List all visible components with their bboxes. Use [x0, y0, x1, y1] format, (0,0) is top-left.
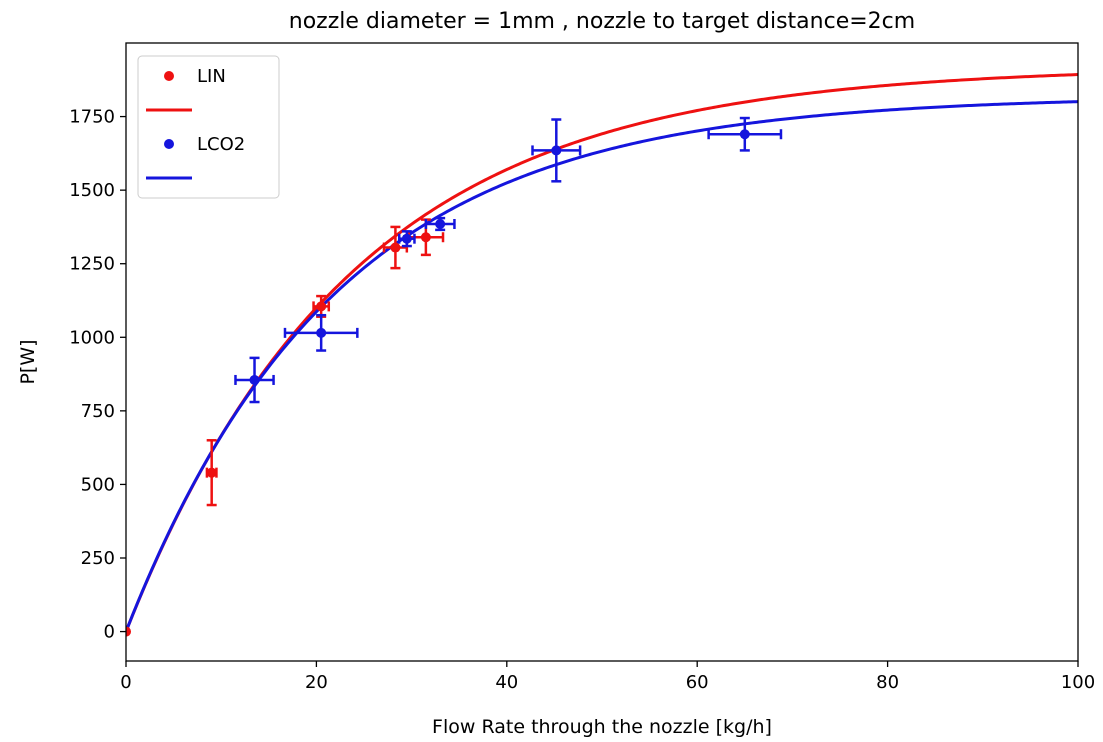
- legend-lco2-marker: [164, 139, 174, 149]
- fit-curve-lin: [126, 73, 1078, 633]
- y-tick-label: 1750: [69, 107, 115, 128]
- y-tick-label: 1500: [69, 180, 115, 201]
- x-tick-label: 60: [686, 672, 709, 693]
- y-axis-title: P[W]: [17, 339, 39, 384]
- data-point-lin-4: [382, 225, 409, 270]
- data-point-lco2-6: [707, 116, 783, 152]
- y-tick-label: 1250: [69, 254, 115, 275]
- data-marker-lco2: [435, 218, 446, 229]
- legend: LIN LCO2: [137, 55, 280, 199]
- x-axis-title: Flow Rate through the nozzle [kg/h]: [432, 716, 772, 738]
- data-point-lco2-2: [283, 313, 359, 352]
- x-tick-label: 0: [120, 672, 131, 693]
- plot-frame: [125, 42, 1079, 662]
- data-marker-lin: [316, 301, 327, 312]
- data-point-lin-3: [312, 294, 331, 318]
- x-tick-label: 100: [1061, 672, 1095, 693]
- legend-lin-label: LIN: [197, 66, 226, 87]
- data-marker-lin: [390, 242, 401, 253]
- y-tick-label: 750: [81, 401, 115, 422]
- data-marker-lco2: [316, 327, 327, 338]
- data-point-lco2-4: [424, 216, 456, 232]
- y-tick-label: 1000: [69, 327, 115, 348]
- data-marker-lin: [206, 467, 217, 478]
- x-tick-label: 40: [495, 672, 518, 693]
- chart-title: nozzle diameter = 1mm , nozzle to target…: [289, 9, 915, 34]
- data-marker-lco2: [249, 374, 260, 385]
- fit-curve-lco2: [126, 100, 1078, 633]
- data-marker-lin: [420, 232, 431, 243]
- data-marker-lco2: [739, 129, 750, 140]
- data-point-lco2-1: [234, 356, 275, 404]
- y-tick-label: 250: [81, 548, 115, 569]
- plot-area: [126, 73, 1078, 637]
- data-point-lin-1: [126, 626, 131, 637]
- legend-lco2-label: LCO2: [197, 134, 245, 155]
- data-marker-lco2: [401, 233, 412, 244]
- data-point-lco2-3: [397, 230, 416, 248]
- x-tick-label: 80: [876, 672, 899, 693]
- legend-lin-marker: [164, 71, 174, 81]
- data-marker-lin: [126, 626, 131, 637]
- y-tick-label: 0: [104, 622, 115, 643]
- legend-box: [137, 55, 280, 199]
- data-marker-lco2: [551, 145, 562, 156]
- data-point-lin-2: [205, 439, 218, 507]
- y-tick-label: 500: [81, 474, 115, 495]
- data-point-lco2-5: [531, 118, 582, 183]
- x-tick-label: 20: [305, 672, 328, 693]
